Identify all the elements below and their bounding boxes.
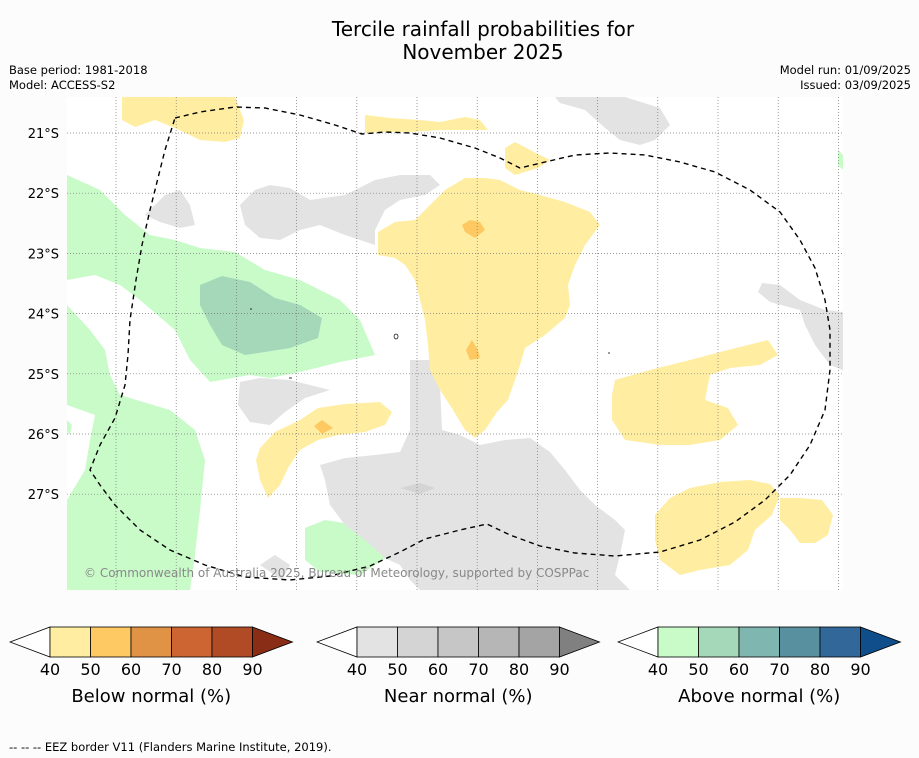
- below-normal-regions: [122, 97, 833, 575]
- near-normal-regions: [145, 97, 843, 590]
- colorbar-tick-label: 70: [161, 660, 182, 679]
- colorbar-swatch: [130, 626, 172, 658]
- colorbar-swatch: [698, 626, 740, 658]
- colorbar-tick-label: 90: [242, 660, 263, 679]
- below-normal-50-patches: [314, 220, 485, 434]
- colorbar-tick-label: 70: [769, 660, 790, 679]
- title-line-2: November 2025: [402, 40, 564, 64]
- colorbar-swatch: [356, 626, 398, 658]
- map-title: Tercile rainfall probabilities for Novem…: [0, 18, 919, 64]
- colorbar-swatch: [738, 626, 780, 658]
- colorbar-swatch: [49, 626, 91, 658]
- colorbar-tick-label: 60: [728, 660, 750, 679]
- model-name: Model: ACCESS-S2: [9, 78, 116, 92]
- colorbar-swatch: [819, 626, 861, 658]
- contour-speck: [393, 333, 399, 340]
- colorbar-swatch: [437, 626, 479, 658]
- latitude-label: 22°S: [28, 187, 59, 202]
- colorbar-tick-label: 60: [427, 660, 449, 679]
- colorbar-tick-label: 80: [508, 660, 530, 679]
- colorbar-over-triangle: [252, 626, 294, 658]
- latitude-label: 27°S: [28, 488, 59, 503]
- colorbar-title: Near normal (%): [383, 686, 533, 707]
- colorbar-tick-label: 80: [809, 660, 831, 679]
- colorbar-tick-label: 50: [387, 660, 408, 679]
- colorbar-swatch: [397, 626, 439, 658]
- colorbar-1: [316, 626, 601, 658]
- colorbar-tick-label: 60: [120, 660, 142, 679]
- above-normal-50-region: [200, 276, 322, 355]
- colorbar-title: Below normal (%): [71, 686, 232, 707]
- latitude-label: 24°S: [28, 308, 59, 323]
- colorbar-swatch: [171, 626, 213, 658]
- meta-left: Base period: 1981-2018 Model: ACCESS-S2: [9, 63, 148, 93]
- map-plot-area: © Commonwealth of Australia 2025, Bureau…: [67, 97, 843, 590]
- colorbar-tick-label: 40: [647, 660, 669, 679]
- colorbar-swatch: [90, 626, 132, 658]
- copyright-text: © Commonwealth of Australia 2025, Bureau…: [84, 566, 589, 580]
- rainfall-map: © Commonwealth of Australia 2025, Bureau…: [28, 97, 843, 590]
- colorbar-over-triangle: [559, 626, 601, 658]
- latitude-label: 23°S: [28, 247, 59, 262]
- colorbar-under-triangle: [316, 626, 358, 658]
- latitude-label: 21°S: [28, 127, 59, 142]
- latitude-labels: 21°S 22°S 23°S 24°S 25°S 26°S 27°S: [28, 127, 59, 503]
- colorbar-tick-label: 80: [201, 660, 223, 679]
- colorbar-under-triangle: [9, 626, 51, 658]
- colorbar-tick-label: 50: [80, 660, 101, 679]
- base-period: Base period: 1981-2018: [9, 63, 148, 77]
- colorbar-tick-label: 90: [549, 660, 570, 679]
- colorbar-swatch: [779, 626, 821, 658]
- colorbar-tick-label: 40: [346, 660, 368, 679]
- title-line-1: Tercile rainfall probabilities for: [331, 17, 635, 41]
- latitude-label: 25°S: [28, 368, 59, 383]
- colorbar-swatch: [211, 626, 253, 658]
- issued-date: Issued: 03/09/2025: [800, 78, 911, 92]
- latitude-label: 26°S: [28, 428, 59, 443]
- colorbar-0: [9, 626, 294, 658]
- colorbar-under-triangle: [617, 626, 659, 658]
- colorbar-swatch: [478, 626, 520, 658]
- colorbar-2: [617, 626, 902, 658]
- grid-lines: [67, 97, 843, 590]
- colorbar-tick-label: 50: [688, 660, 709, 679]
- colorbar-swatch: [657, 626, 699, 658]
- colorbar-over-triangle: [860, 626, 902, 658]
- colorbar-tick-label: 40: [39, 660, 61, 679]
- eez-footnote: -- -- -- EEZ border V11 (Flanders Marine…: [9, 740, 332, 754]
- meta-right: Model run: 01/09/2025 Issued: 03/09/2025: [780, 63, 911, 93]
- colorbar-tick-label: 70: [468, 660, 489, 679]
- model-run: Model run: 01/09/2025: [779, 63, 911, 77]
- colorbar-title: Above normal (%): [678, 686, 841, 707]
- colorbar-tick-label: 90: [850, 660, 871, 679]
- near-normal-darker-patch: [400, 483, 435, 494]
- colorbar-swatch: [518, 626, 560, 658]
